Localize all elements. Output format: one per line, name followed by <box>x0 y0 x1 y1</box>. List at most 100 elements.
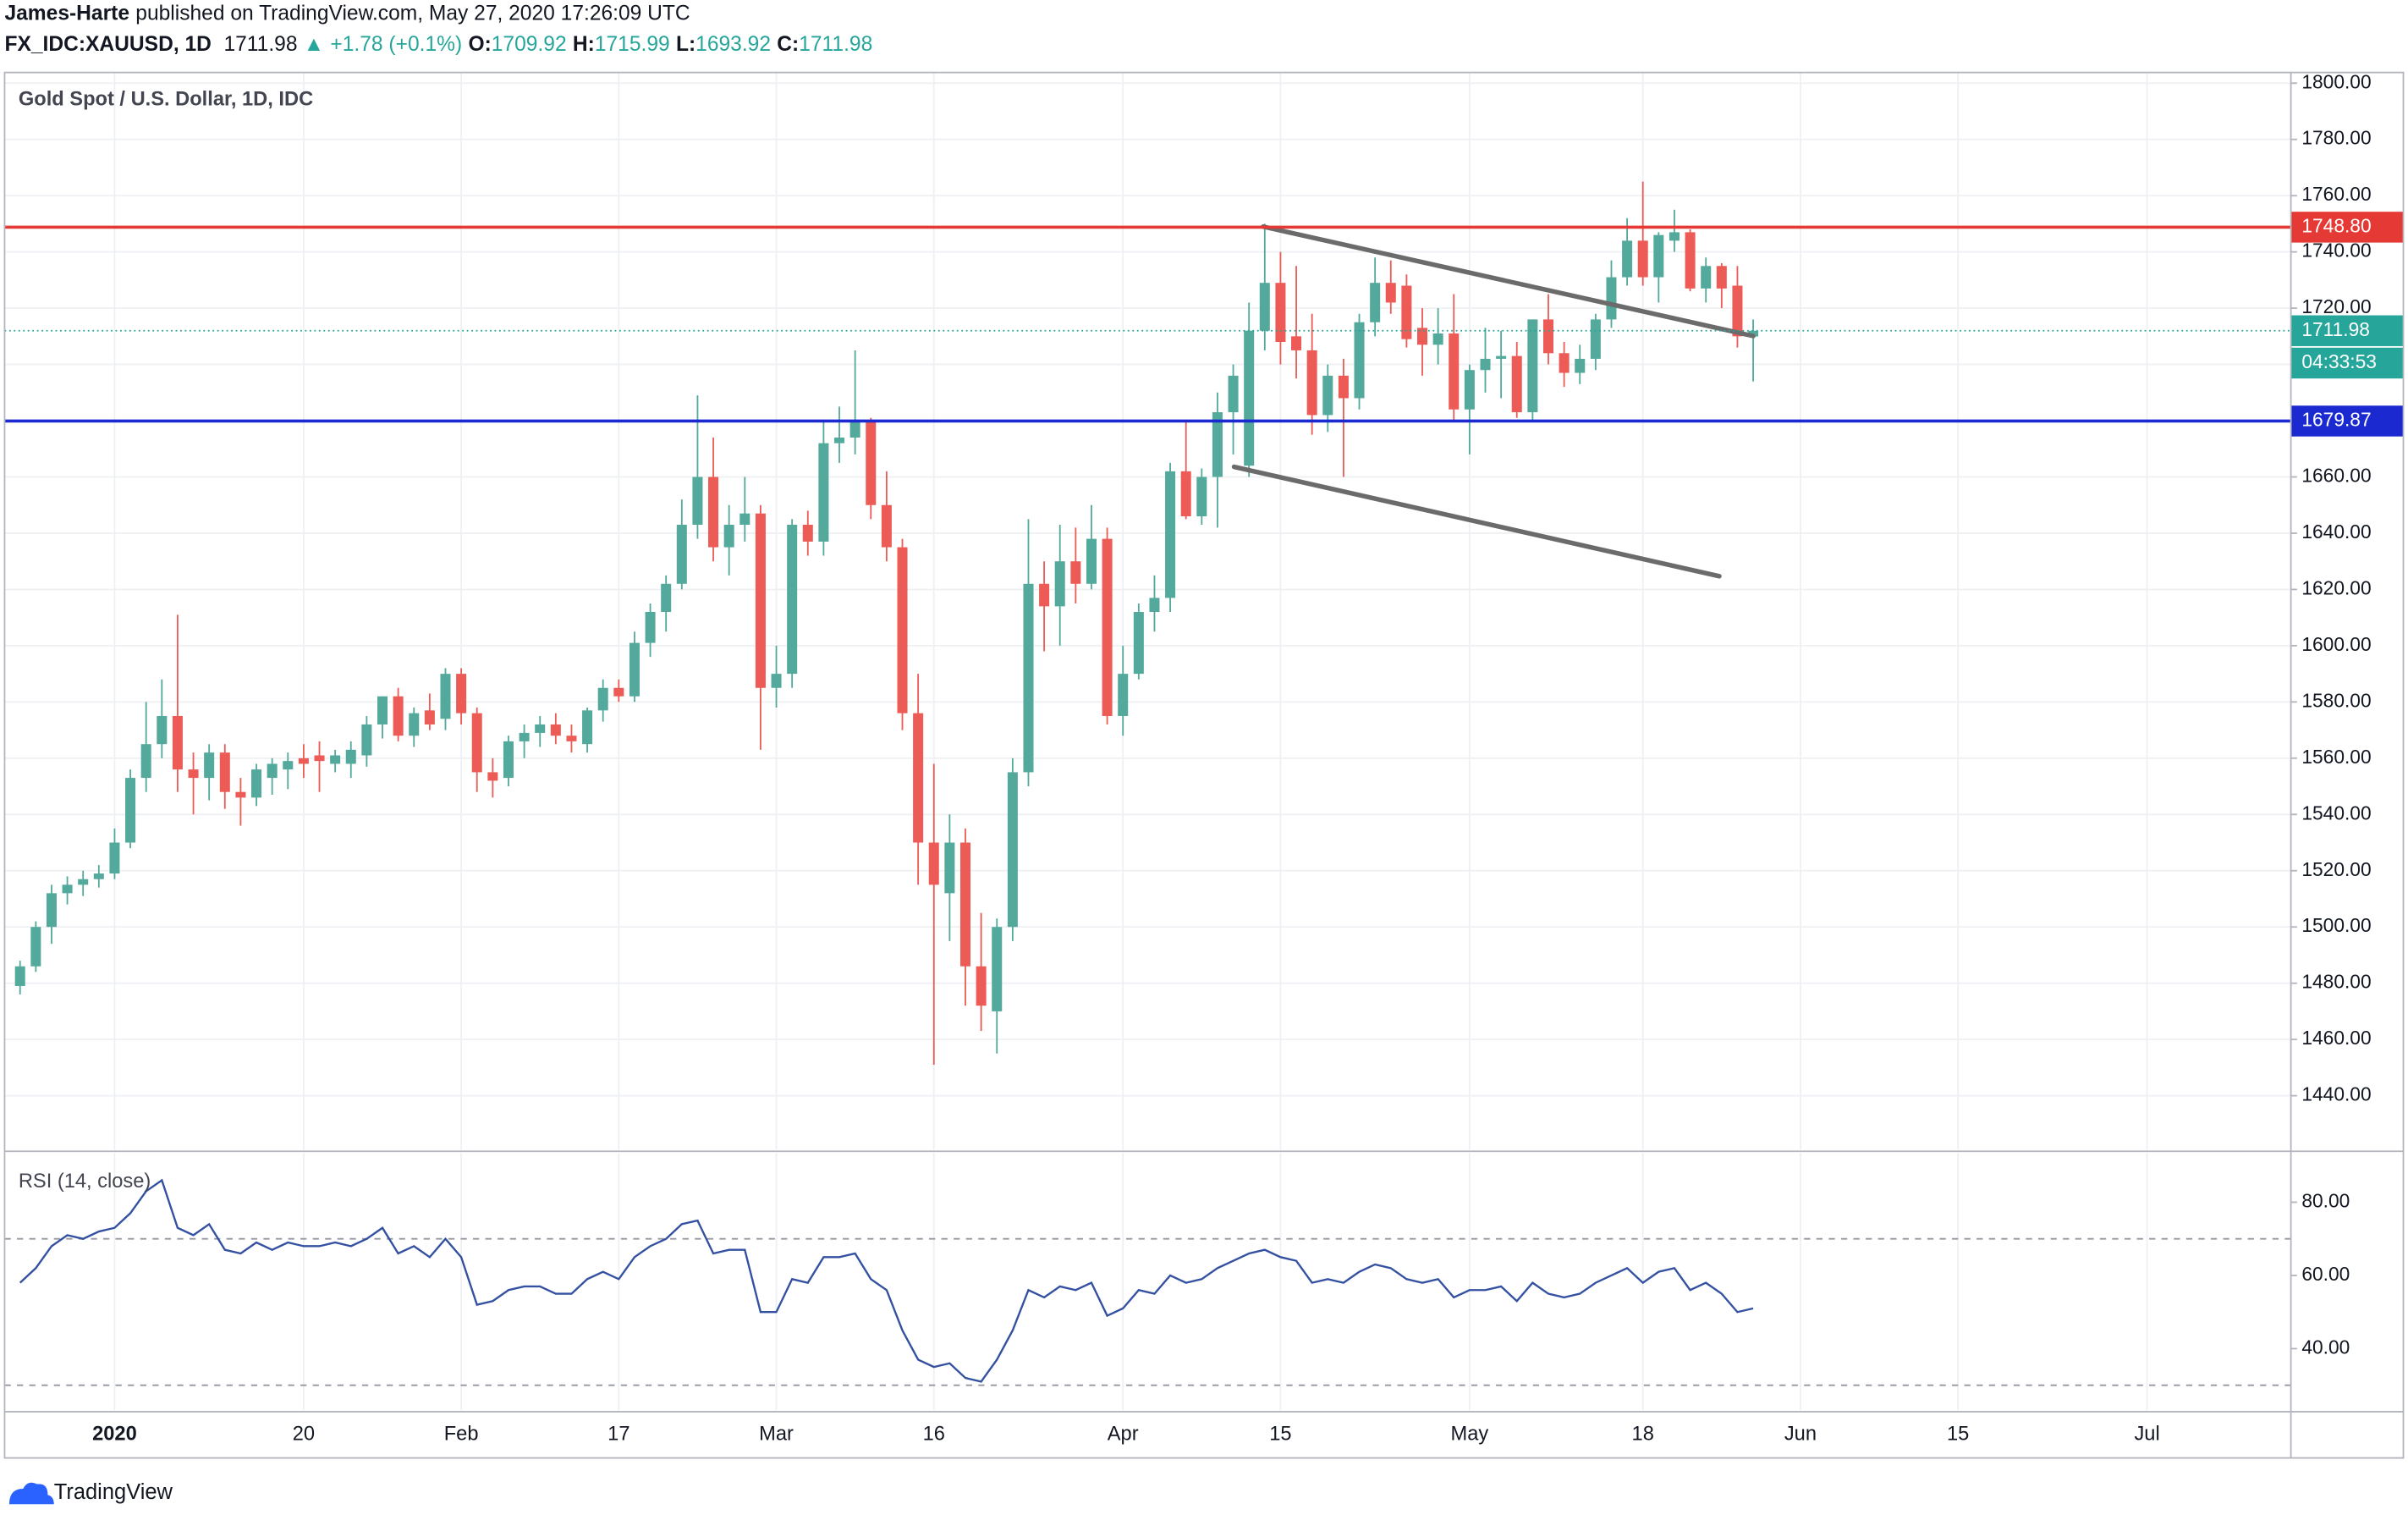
candle-body <box>818 443 829 542</box>
candle-body <box>1054 561 1065 607</box>
candle-body <box>944 842 955 894</box>
candle-body <box>913 713 924 843</box>
time-label: Mar <box>759 1424 794 1446</box>
publish-line: James-Harte published on TradingView.com,… <box>4 2 690 25</box>
price-label: 80.00 <box>2301 1189 2350 1211</box>
candle-body <box>1086 538 1097 584</box>
horizontal-line-label: 1679.87 <box>2301 408 2371 430</box>
candle-body <box>834 437 845 443</box>
time-label: Feb <box>444 1424 479 1446</box>
candle-body <box>566 735 577 741</box>
candle-body <box>597 687 608 711</box>
candle-body <box>1606 277 1617 320</box>
candle-body <box>676 524 687 584</box>
candle-body <box>629 642 640 697</box>
candle-body <box>1732 285 1743 337</box>
last-price-box <box>2290 315 2404 346</box>
candle-body <box>188 769 199 779</box>
time-label: 2020 <box>92 1424 137 1446</box>
candle-body <box>424 710 435 724</box>
candle-body <box>283 761 294 770</box>
candle-body <box>93 873 104 879</box>
candle-body <box>613 687 624 697</box>
price-label: 1720.00 <box>2301 295 2371 317</box>
candle-body <box>219 752 230 792</box>
candle-body <box>1306 350 1317 416</box>
candle-body <box>1748 330 1759 337</box>
countdown: 04:33:53 <box>2301 350 2377 372</box>
symbol: FX_IDC:XAUUSD, 1D <box>4 32 211 55</box>
high: 1715.99 <box>595 32 670 55</box>
candle-body <box>1370 283 1381 322</box>
trendline <box>1261 224 1756 339</box>
candle-body <box>661 583 672 613</box>
candle-body <box>1212 412 1223 477</box>
candle-body <box>550 724 561 736</box>
rsi-line <box>19 1178 1754 1383</box>
candle-body <box>1338 375 1349 399</box>
price-label: 1460.00 <box>2301 1027 2371 1049</box>
price-label: 1640.00 <box>2301 521 2371 543</box>
candle-body <box>503 741 514 779</box>
last-price-label: 1711.98 <box>2301 318 2370 340</box>
candle-body <box>314 755 325 762</box>
candle-body <box>471 713 482 773</box>
candle-body <box>1180 471 1191 517</box>
candle-body <box>1417 328 1428 345</box>
candle-body <box>787 524 798 675</box>
time-label: May <box>1451 1424 1489 1446</box>
candle-body <box>1559 353 1570 373</box>
price-label: 1520.00 <box>2301 858 2371 880</box>
candle-body <box>377 696 388 724</box>
candle-body <box>755 513 766 688</box>
candle-body <box>78 879 89 885</box>
price-label: 1800.00 <box>2301 70 2371 92</box>
close: 1711.98 <box>799 32 872 55</box>
candle-body <box>645 612 656 643</box>
candle-body <box>1102 538 1113 716</box>
candle-body <box>1464 370 1475 410</box>
price-label: 1560.00 <box>2301 746 2371 768</box>
candle-body <box>267 763 278 779</box>
time-label: Jul <box>2134 1424 2159 1446</box>
candle-body <box>928 842 939 885</box>
candle-body <box>881 504 892 548</box>
candle-body <box>992 927 1003 1011</box>
candle-body <box>1039 583 1050 607</box>
time-label: 16 <box>923 1424 945 1446</box>
open-label: O: <box>468 32 491 55</box>
candle-body <box>172 715 183 770</box>
candle-body <box>30 927 41 967</box>
candle-body <box>1228 375 1239 413</box>
price-label: 1500.00 <box>2301 914 2371 936</box>
horizontal-line-box <box>2290 405 2404 437</box>
time-label: 20 <box>293 1424 315 1446</box>
price-label: 1600.00 <box>2301 633 2371 655</box>
brand: TradingView <box>54 1480 173 1504</box>
candle-body <box>487 772 498 781</box>
candle-body <box>692 477 703 525</box>
time-label: 17 <box>607 1424 629 1446</box>
candle-body <box>1685 232 1696 289</box>
candle-body <box>1385 283 1396 303</box>
candle-body <box>1542 319 1553 354</box>
logo-icon <box>8 1482 54 1505</box>
candle-body <box>897 547 908 713</box>
logo: TradingView <box>8 1480 173 1505</box>
candle-body <box>1701 266 1712 289</box>
price-label: 60.00 <box>2301 1263 2350 1285</box>
price-label: 1440.00 <box>2301 1083 2371 1105</box>
candle-body <box>1590 319 1601 359</box>
symbol-line: FX_IDC:XAUUSD, 1D 1711.98 ▲ +1.78 (+0.1%) O:… <box>4 32 872 55</box>
candle-body <box>959 842 971 967</box>
price: 1711.98 <box>223 32 297 55</box>
candle-body <box>976 966 987 1006</box>
candle-body <box>1133 612 1144 675</box>
time-label: 15 <box>1947 1424 1969 1446</box>
candle-body <box>46 893 57 928</box>
candle-body <box>62 884 73 894</box>
low-label: L: <box>676 32 695 55</box>
candle-body <box>125 778 136 843</box>
